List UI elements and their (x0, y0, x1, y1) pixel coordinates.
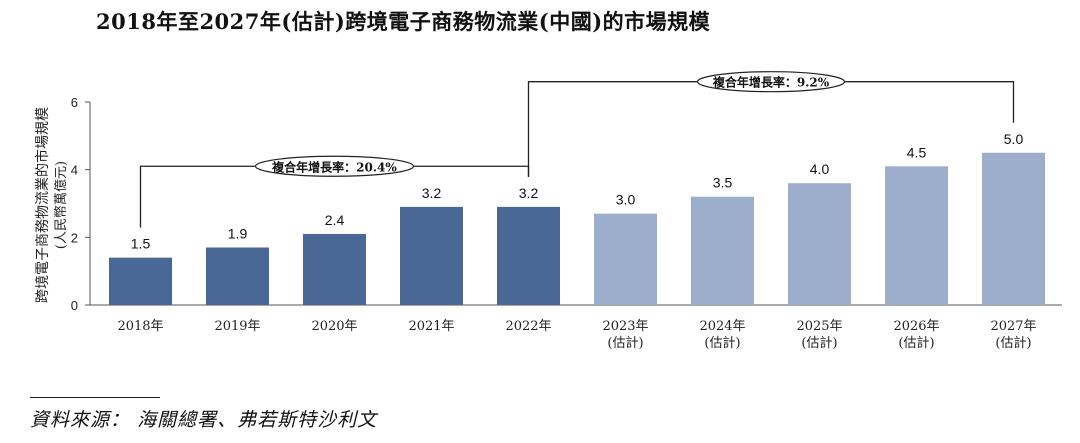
bar-chart: 0 2 4 6 跨境電子商務物流業的市場規模 (人民幣萬億元) 1.5 2018年 1.9 201… (34, 71, 1062, 351)
bar (982, 152, 1045, 305)
x-tick-label: (估計) (607, 335, 643, 351)
y-tick-label: 2 (71, 230, 78, 245)
bar (788, 183, 851, 305)
data-label: 3.2 (422, 185, 442, 201)
bar (303, 233, 366, 305)
x-tick-label: 2023年 (602, 319, 648, 334)
x-tick-label: (估計) (898, 335, 934, 351)
bar (691, 196, 754, 305)
cagr-label: 複合年增長率：20.4% (271, 159, 397, 174)
data-label: 3.0 (616, 192, 636, 208)
y-tick-label: 6 (71, 95, 78, 110)
x-tick-label: 2019年 (214, 319, 260, 334)
y-axis-title: 跨境電子商務物流業的市場規模 (34, 107, 51, 303)
x-tick-label: (估計) (801, 335, 837, 351)
x-tick-label: 2024年 (699, 319, 745, 334)
data-label: 3.2 (519, 185, 539, 201)
chart-title: 2018年至2027年(估計)跨境電子商務物流業(中國)的市場規模 (96, 9, 711, 34)
data-label: 1.9 (228, 225, 248, 241)
bar (206, 247, 269, 305)
y-tick-label: 4 (71, 163, 78, 178)
data-label: 1.5 (131, 236, 151, 252)
y-tick-label: 0 (71, 298, 78, 313)
x-tick-label: 2026年 (893, 319, 939, 334)
source-text: 海關總署、弗若斯特沙利文 (137, 409, 378, 431)
data-label: 4.5 (907, 144, 927, 160)
bar (497, 206, 560, 305)
bar (400, 206, 463, 305)
source-label: 資料來源： (30, 409, 131, 431)
cagr-label: 複合年增長率：9.2% (712, 75, 830, 90)
x-tick-label: 2020年 (311, 319, 357, 334)
y-axis-unit: (人民幣萬億元) (53, 161, 69, 249)
data-label: 4.0 (810, 161, 830, 177)
x-tick-label: 2025年 (796, 319, 842, 334)
bar (885, 166, 948, 305)
bar (594, 213, 657, 305)
cagr-oval (696, 71, 846, 93)
data-label: 5.0 (1004, 131, 1024, 147)
x-tick-label: 2018年 (117, 319, 163, 334)
data-label: 3.5 (713, 175, 733, 191)
x-tick-label: 2021年 (408, 319, 454, 334)
x-tick-label: (估計) (704, 335, 740, 351)
cagr-oval (254, 155, 415, 177)
source-divider (30, 397, 160, 398)
x-tick-label: 2022年 (505, 319, 551, 334)
bar (109, 257, 172, 305)
x-tick-label: 2027年 (990, 319, 1036, 334)
cagr-bracket (527, 81, 1015, 177)
x-tick-label: (估計) (995, 335, 1031, 351)
source-note: 資料來源： 海關總署、弗若斯特沙利文 (30, 405, 377, 432)
data-label: 2.4 (325, 212, 345, 228)
